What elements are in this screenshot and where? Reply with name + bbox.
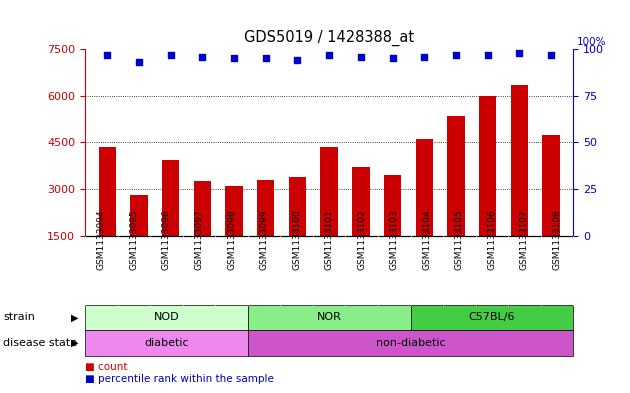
Point: [197, 53, 207, 60]
Text: GSM1133103: GSM1133103: [390, 209, 399, 270]
Text: ■ percentile rank within the sample: ■ percentile rank within the sample: [85, 374, 274, 384]
Bar: [384, 175, 401, 236]
Text: ▶: ▶: [71, 312, 79, 322]
Text: GSM1133106: GSM1133106: [488, 209, 496, 270]
Bar: [257, 180, 275, 236]
Point: [419, 53, 429, 60]
Text: GSM1133094: GSM1133094: [97, 209, 106, 270]
Bar: [542, 135, 560, 236]
Bar: [416, 140, 433, 236]
Text: GSM1133100: GSM1133100: [292, 209, 301, 270]
Text: GSM1133099: GSM1133099: [260, 209, 268, 270]
Text: C57BL/6: C57BL/6: [469, 312, 515, 322]
Point: [102, 51, 112, 58]
Point: [514, 50, 524, 56]
Text: GSM1133102: GSM1133102: [357, 209, 366, 270]
Text: NOD: NOD: [154, 312, 180, 322]
Text: GSM1133105: GSM1133105: [455, 209, 464, 270]
Point: [387, 55, 398, 62]
Bar: [130, 195, 147, 236]
Point: [483, 51, 493, 58]
Text: GSM1133096: GSM1133096: [162, 209, 171, 270]
Text: diabetic: diabetic: [144, 338, 189, 348]
Text: GSM1133095: GSM1133095: [129, 209, 139, 270]
Text: GSM1133107: GSM1133107: [520, 209, 529, 270]
Bar: [321, 147, 338, 236]
Text: GSM1133097: GSM1133097: [195, 209, 203, 270]
Bar: [162, 160, 180, 236]
Bar: [193, 181, 211, 236]
Text: GSM1133101: GSM1133101: [324, 209, 334, 270]
Bar: [511, 85, 528, 236]
Bar: [352, 167, 370, 236]
Point: [261, 55, 271, 62]
Text: GSM1133104: GSM1133104: [422, 209, 432, 270]
Text: ■ count: ■ count: [85, 362, 127, 373]
Point: [229, 55, 239, 62]
Text: 100%: 100%: [576, 37, 606, 47]
Bar: [98, 147, 116, 236]
Point: [292, 57, 302, 63]
Bar: [447, 116, 465, 236]
Title: GDS5019 / 1428388_at: GDS5019 / 1428388_at: [244, 30, 415, 46]
Text: strain: strain: [3, 312, 35, 322]
Bar: [479, 96, 496, 236]
Point: [356, 53, 366, 60]
Bar: [289, 177, 306, 236]
Point: [451, 51, 461, 58]
Point: [324, 51, 335, 58]
Text: GSM1133108: GSM1133108: [553, 209, 561, 270]
Point: [546, 51, 556, 58]
Point: [134, 59, 144, 65]
Text: ▶: ▶: [71, 338, 79, 348]
Bar: [226, 186, 243, 236]
Text: disease state: disease state: [3, 338, 77, 348]
Point: [166, 51, 176, 58]
Text: GSM1133098: GSM1133098: [227, 209, 236, 270]
Text: NOR: NOR: [317, 312, 341, 322]
Text: non-diabetic: non-diabetic: [375, 338, 445, 348]
